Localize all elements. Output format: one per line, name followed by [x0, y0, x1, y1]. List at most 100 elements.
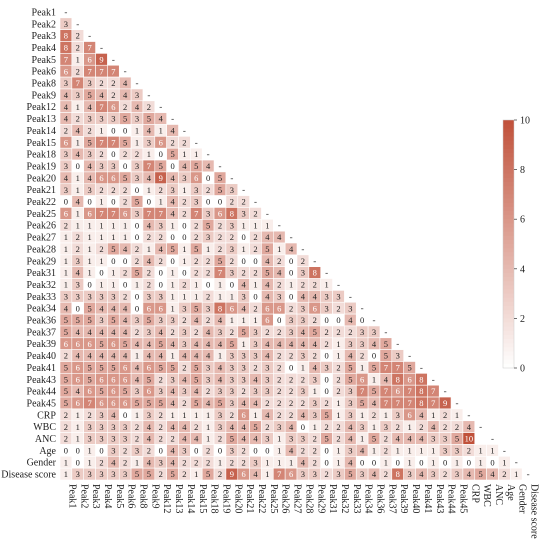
cell-value-label: 1	[407, 445, 411, 455]
cell-value-label: 0	[218, 445, 222, 455]
x-tick-label: Peak40	[410, 484, 421, 513]
cell-value-label: 4	[230, 422, 235, 432]
cell-value-label: 0	[490, 457, 494, 467]
cell-value-label: 7	[147, 208, 151, 218]
y-tick-label: Peak36	[27, 316, 56, 327]
cell-value-label: 7	[99, 102, 103, 112]
cell-value-label: 3	[325, 363, 329, 373]
cell-value-label: 3	[301, 386, 305, 396]
colorbar-segment	[503, 186, 514, 191]
cell-value-label: 4	[206, 351, 211, 361]
cell-value-label: 1	[431, 445, 435, 455]
cell-value-label: 3	[135, 315, 139, 325]
cell-value-label: 5	[88, 363, 92, 373]
cell-value-label: 1	[147, 185, 151, 195]
cell-value-label: 2	[182, 457, 186, 467]
cell-value-label: 6	[123, 363, 127, 373]
cell-value-label: 6	[123, 208, 127, 218]
y-tick-label: Peak26	[27, 221, 56, 232]
cell-value-label: 2	[265, 398, 269, 408]
cell-value-label: 2	[182, 137, 186, 147]
cell-value-label: 7	[88, 43, 92, 53]
cell-value-label: 1	[135, 126, 139, 136]
cell-value-label: 2	[230, 457, 234, 467]
cell-value-label: 6	[64, 137, 68, 147]
cell-value-label: 1	[76, 54, 80, 64]
cell-value-label: 5	[99, 386, 103, 396]
cell-value-label: 5	[111, 363, 115, 373]
cell-value-label: 1	[336, 351, 340, 361]
cell-value-label: 5	[218, 185, 222, 195]
cell-value-label: 5	[147, 315, 151, 325]
cell-value-label: 3	[88, 434, 92, 444]
cell-value-label: 6	[111, 102, 115, 112]
cell-value-label: 3	[123, 434, 127, 444]
cell-value-label: 1	[206, 244, 210, 254]
cell-value-label: 4	[372, 398, 377, 408]
y-tick-label: Peak34	[27, 304, 56, 315]
cell-value-label: 4	[147, 256, 152, 266]
cell-value-label: 7	[396, 398, 400, 408]
cell-value-label: 3	[325, 303, 329, 313]
cell-value-label: 1	[253, 315, 257, 325]
cell-value-label: 6	[64, 208, 68, 218]
cell-value-label: 6	[88, 208, 92, 218]
cell-value-label: 3	[64, 149, 68, 159]
cell-value-label: 4	[265, 351, 270, 361]
cell-value-label: 4	[277, 339, 282, 349]
cell-value-label: 4	[419, 434, 424, 444]
cell-value-label: 5	[88, 303, 92, 313]
x-tick-label: Peak26	[280, 484, 291, 513]
cell-value-label: 2	[194, 457, 198, 467]
cell-value-label: 1	[99, 197, 103, 207]
cell-value-label: 1	[372, 445, 376, 455]
cell-value-label: 1	[253, 410, 257, 420]
cell-value-label: 4	[99, 327, 104, 337]
cell-value-label: 7	[111, 208, 115, 218]
cell-value-label: 2	[242, 197, 246, 207]
cell-value-label: 4	[253, 374, 258, 384]
y-tick-label: Peak28	[27, 244, 56, 255]
cell-value-label: 4	[135, 374, 140, 384]
cell-value-label: 1	[88, 457, 92, 467]
cell-value-label: 1	[64, 469, 68, 479]
cell-value-label: 1	[99, 256, 103, 266]
diagonal-marker: -	[254, 197, 257, 207]
cell-value-label: 2	[313, 457, 317, 467]
cell-value-label: 4	[99, 90, 104, 100]
cell-value-label: 4	[111, 351, 116, 361]
cell-value-label: 4	[111, 327, 116, 337]
diagonal-marker: -	[230, 173, 233, 183]
colorbar-segment	[503, 124, 514, 129]
cell-value-label: 4	[348, 422, 353, 432]
cell-value-label: 4	[123, 315, 128, 325]
cell-value-label: 1	[170, 410, 174, 420]
cell-value-label: 1	[76, 173, 80, 183]
y-tick-label: Peak40	[27, 351, 56, 362]
y-tick-label: CRP	[37, 410, 56, 421]
cell-value-label: 2	[230, 327, 234, 337]
cell-value-label: 4	[76, 327, 81, 337]
cell-value-label: 1	[313, 386, 317, 396]
cell-value-label: 0	[360, 457, 364, 467]
cell-value-label: 4	[289, 445, 294, 455]
cell-value-label: 3	[159, 315, 163, 325]
cell-value-label: 7	[99, 66, 103, 76]
cell-value-label: 2	[242, 445, 246, 455]
colorbar-segment	[503, 285, 514, 290]
cell-value-label: 4	[242, 434, 247, 444]
cell-value-label: 2	[336, 434, 340, 444]
diagonal-marker: -	[136, 78, 139, 88]
cell-value-label: 3	[253, 339, 257, 349]
cell-value-label: 4	[265, 256, 270, 266]
cell-value-label: 6	[242, 410, 246, 420]
cell-value-label: 5	[206, 220, 210, 230]
x-tick-label: Peak33	[351, 484, 362, 513]
cell-value-label: 3	[64, 291, 68, 301]
cell-value-label: 3	[182, 445, 186, 455]
cell-value-label: 4	[265, 291, 270, 301]
cell-value-label: 7	[64, 54, 68, 64]
cell-value-label: 7	[431, 386, 435, 396]
cell-value-label: 4	[467, 422, 472, 432]
